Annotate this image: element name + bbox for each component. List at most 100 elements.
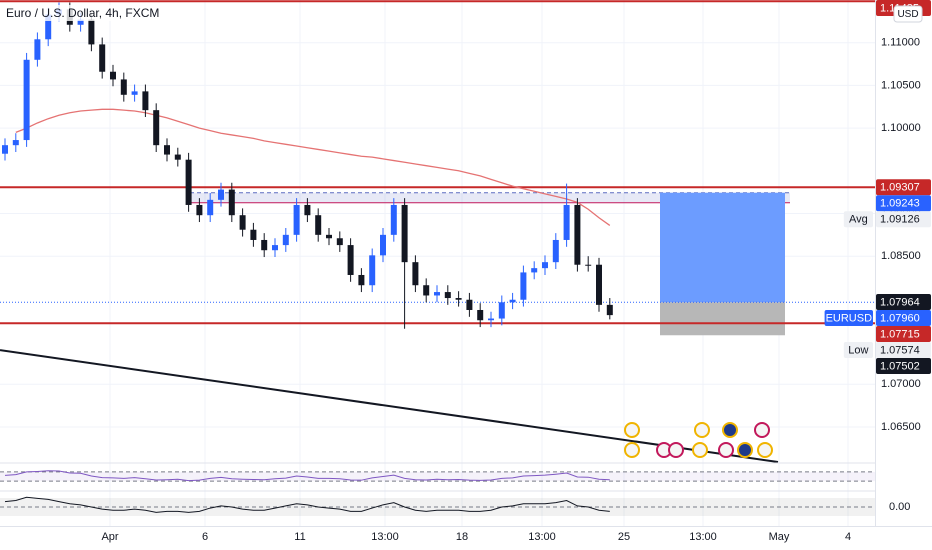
candle-body <box>304 204 311 216</box>
price-label-name: Low <box>848 344 868 356</box>
candle-body <box>369 255 376 286</box>
chart-title: Euro / U.S. Dollar, 4h, FXCM <box>6 6 159 20</box>
y-tick-label: 1.06500 <box>881 421 921 433</box>
candle-body <box>412 262 419 286</box>
candle-body <box>77 19 84 25</box>
price-label-box <box>876 357 931 374</box>
event-icon[interactable] <box>624 442 640 458</box>
zone <box>190 192 790 203</box>
price-label-box <box>876 325 931 342</box>
price-label-name: EURUSD <box>826 312 873 324</box>
candle-body <box>2 145 8 154</box>
y-tick-label: 1.08500 <box>881 250 921 262</box>
event-icon[interactable] <box>722 422 738 438</box>
event-icon[interactable] <box>718 442 734 458</box>
price-label-name-box <box>843 211 873 228</box>
candle-body <box>218 189 224 200</box>
candle-body <box>444 292 451 299</box>
x-tick-label: 11 <box>294 531 305 543</box>
candle-body <box>315 215 322 235</box>
candle-body <box>272 245 278 251</box>
candle-body <box>293 204 300 235</box>
price-label: 1.09126 <box>880 214 920 226</box>
candle-body <box>88 19 95 45</box>
rsi-line <box>4 470 610 482</box>
event-icon[interactable] <box>668 442 684 458</box>
price-label-box <box>876 341 931 358</box>
osc-line <box>4 496 610 513</box>
price-label: 1.09243 <box>880 198 920 210</box>
price-label-name-box <box>824 309 873 326</box>
candle-body <box>228 189 235 216</box>
candle-body <box>488 318 494 321</box>
event-icon[interactable] <box>754 422 770 438</box>
rsi-band <box>0 471 875 482</box>
x-tick-label: May <box>769 531 790 543</box>
candle-body <box>531 268 538 273</box>
event-icon[interactable] <box>692 442 708 458</box>
candle-body <box>174 154 181 160</box>
y-tick-label: 1.10000 <box>881 122 921 134</box>
moving-average <box>15 108 611 226</box>
position-target <box>660 192 785 303</box>
candle-body <box>120 79 127 95</box>
candle-layer <box>2 2 613 513</box>
candle-body <box>380 234 386 256</box>
price-label-box <box>876 195 931 212</box>
event-icon[interactable] <box>737 442 753 458</box>
candle-body <box>542 262 548 269</box>
candle-body <box>455 298 462 300</box>
candle-body <box>153 110 160 146</box>
event-icon[interactable] <box>694 422 710 438</box>
price-label: 1.07502 <box>880 360 920 372</box>
candle-body <box>563 204 570 240</box>
x-tick-label: 13:00 <box>528 531 556 543</box>
price-label: 1.07960 <box>880 312 920 324</box>
x-tick-label: 13:00 <box>689 531 717 543</box>
candle-body <box>196 204 203 216</box>
candle-body <box>336 238 343 246</box>
candle-body <box>596 264 602 305</box>
candle-body <box>34 39 41 60</box>
x-tick-label: 6 <box>202 531 208 543</box>
candle-body <box>12 140 19 146</box>
osc-tick-label: 0.00 <box>889 501 910 513</box>
currency-label: USD <box>897 9 918 20</box>
candle-body <box>574 204 581 265</box>
candle-body <box>358 274 365 286</box>
price-label: 1.07964 <box>880 296 920 308</box>
candle-body <box>347 245 354 275</box>
candle-body <box>509 299 516 303</box>
candle-body <box>423 285 430 296</box>
price-label-box <box>876 309 931 326</box>
y-tick-label: 1.07000 <box>881 378 921 390</box>
candle-body <box>110 71 116 80</box>
candle-body <box>326 234 332 239</box>
x-tick-label: 13:00 <box>371 531 399 543</box>
title-backdrop <box>3 5 149 21</box>
price-label: 1.09307 <box>880 182 920 194</box>
event-icon[interactable] <box>757 442 773 458</box>
candle-body <box>261 239 268 251</box>
candle-body <box>250 229 257 240</box>
event-icon[interactable] <box>624 422 640 438</box>
trendline <box>0 349 779 463</box>
event-icons[interactable] <box>624 422 773 458</box>
candle-body <box>185 159 192 205</box>
currency-badge <box>893 5 923 23</box>
candle-body <box>520 272 527 300</box>
y-tick-label: 1.10500 <box>881 79 921 91</box>
candle-body <box>164 145 170 155</box>
candle-body <box>390 204 397 235</box>
price-label-box <box>876 211 931 228</box>
price-label-box <box>876 293 931 310</box>
position-stop <box>660 302 785 336</box>
candle-body <box>477 309 484 321</box>
price-label-box <box>876 179 931 196</box>
candle-body <box>585 264 592 266</box>
candle-body <box>498 302 505 319</box>
x-tick-label: 4 <box>845 531 851 543</box>
candle-body <box>606 304 613 316</box>
